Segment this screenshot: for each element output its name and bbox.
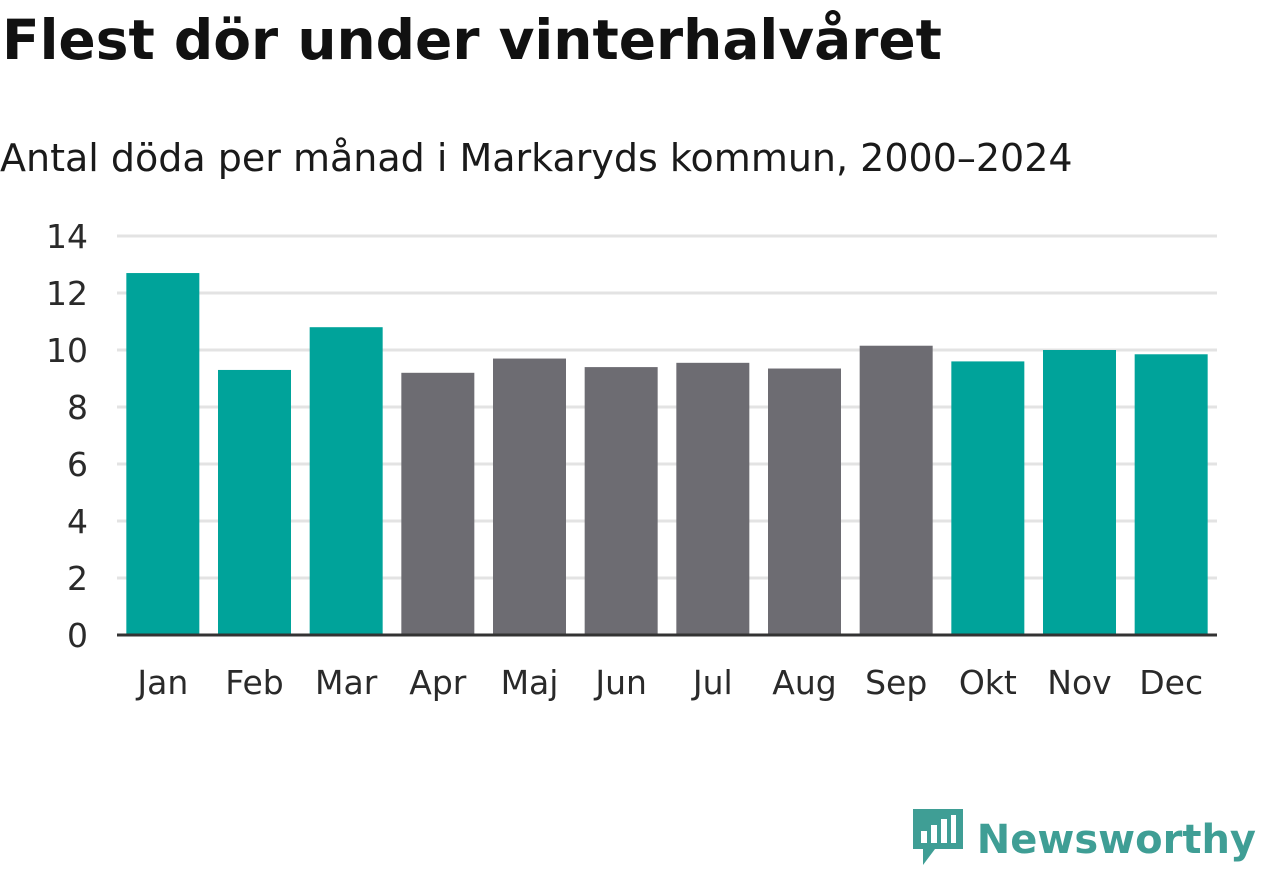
- y-tick-label: 12: [46, 274, 88, 313]
- bar-jun: [584, 367, 658, 635]
- bar-jul: [676, 362, 750, 635]
- bar-mar: [309, 327, 383, 635]
- bar-jan: [126, 273, 200, 635]
- bar-nov: [1043, 350, 1116, 635]
- bar-sep: [859, 345, 933, 635]
- x-tick-label: Sep: [865, 663, 927, 702]
- bar-okt: [951, 361, 1025, 635]
- x-tick-label: Apr: [409, 663, 467, 702]
- x-tick-label: Mar: [315, 663, 378, 702]
- y-tick-label: 0: [67, 616, 88, 655]
- x-tick-label: Dec: [1139, 663, 1203, 702]
- y-tick-label: 14: [46, 217, 88, 256]
- x-tick-label: Aug: [772, 663, 836, 702]
- brand-name: Newsworthy: [976, 817, 1256, 863]
- newsworthy-logo-icon: [912, 809, 963, 871]
- x-tick-label: Maj: [501, 663, 559, 702]
- x-tick-label: Jul: [691, 663, 733, 702]
- x-tick-label: Feb: [225, 663, 283, 702]
- bar-feb: [218, 369, 291, 635]
- x-tick-label: Nov: [1047, 663, 1111, 702]
- x-tick-label: Jun: [593, 663, 647, 702]
- y-tick-label: 10: [46, 331, 88, 370]
- bar-maj: [493, 358, 566, 635]
- y-tick-label: 2: [67, 559, 88, 598]
- x-tick-label: Okt: [959, 663, 1017, 702]
- chart-title: Flest dör under vinterhalvåret: [2, 8, 942, 72]
- x-tick-label: Jan: [135, 663, 188, 702]
- bar-apr: [401, 372, 475, 635]
- brand-logo: Newsworthy: [912, 809, 1256, 871]
- y-tick-label: 6: [67, 445, 88, 484]
- bar-aug: [768, 368, 841, 635]
- y-tick-label: 8: [67, 388, 88, 427]
- chart-subtitle: Antal döda per månad i Markaryds kommun,…: [0, 136, 1073, 180]
- y-tick-label: 4: [67, 502, 88, 541]
- bar-dec: [1134, 354, 1208, 635]
